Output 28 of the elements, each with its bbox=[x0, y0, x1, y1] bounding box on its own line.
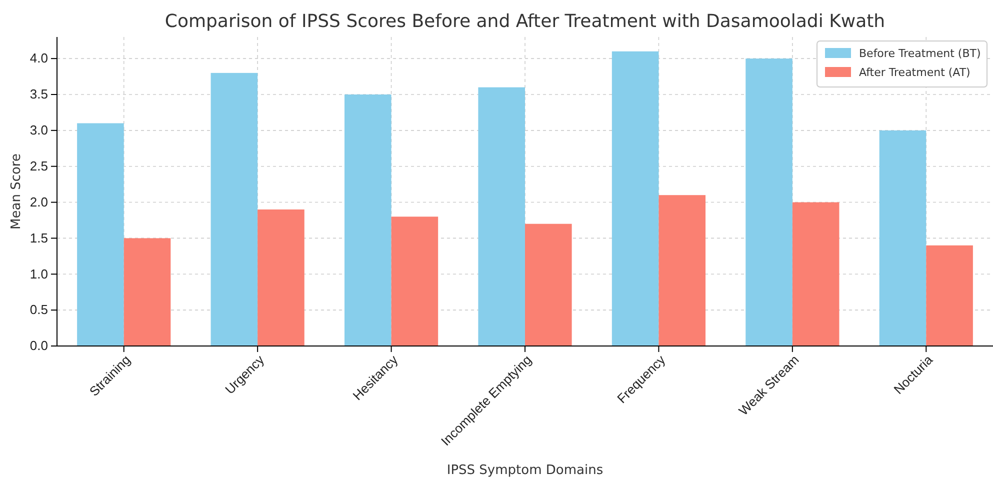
bar bbox=[612, 51, 659, 346]
x-axis-title: IPSS Symptom Domains bbox=[446, 463, 604, 478]
bar bbox=[658, 195, 706, 346]
y-tick-label: 3.0 bbox=[30, 122, 48, 138]
y-tick-label: 2.0 bbox=[30, 194, 48, 210]
bar bbox=[792, 202, 840, 346]
bar bbox=[746, 58, 792, 346]
y-tick-label: 1.5 bbox=[30, 230, 48, 246]
bar bbox=[879, 130, 926, 346]
chart-title: Comparison of IPSS Scores Before and After Treatment with Dasamooladi Kwath bbox=[164, 11, 886, 32]
y-tick-label: 3.5 bbox=[30, 86, 48, 102]
bar bbox=[478, 87, 525, 346]
bar bbox=[77, 123, 124, 346]
bar bbox=[344, 94, 392, 346]
bar bbox=[210, 72, 258, 346]
y-tick-label: 4.0 bbox=[30, 50, 48, 66]
y-tick-label: 2.5 bbox=[30, 158, 48, 174]
bar bbox=[926, 245, 973, 346]
bar bbox=[525, 224, 572, 346]
bar bbox=[258, 209, 304, 346]
bar bbox=[124, 238, 171, 346]
legend-label: Before Treatment (BT) bbox=[859, 47, 981, 60]
legend-label: After Treatment (AT) bbox=[859, 66, 970, 79]
y-tick-label: 1.0 bbox=[30, 266, 48, 282]
y-axis-title: Mean Score bbox=[9, 154, 24, 230]
y-tick-label: 0.0 bbox=[30, 338, 48, 354]
y-tick-label: 0.5 bbox=[30, 302, 48, 318]
bar bbox=[391, 216, 438, 346]
